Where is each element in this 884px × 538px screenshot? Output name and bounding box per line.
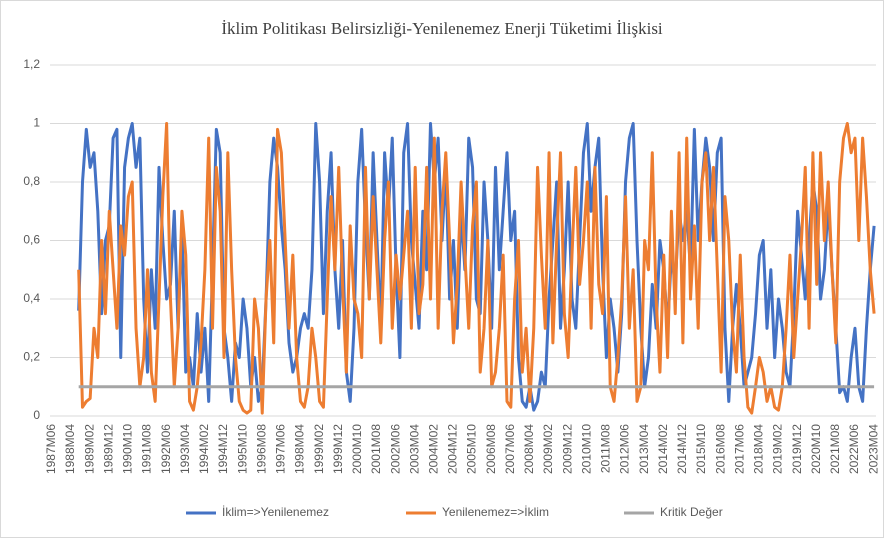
x-tick-label: 1992M06 xyxy=(159,424,173,474)
x-tick-label: 2003M04 xyxy=(407,424,421,474)
x-tick-label: 2008M04 xyxy=(522,424,536,474)
x-tick-label: 1993M04 xyxy=(178,424,192,474)
x-tick-label: 2006M08 xyxy=(484,424,498,474)
chart-title: İklim Politikası Belirsizliği-Yenileneme… xyxy=(221,19,663,38)
x-tick-label: 1989M12 xyxy=(101,424,115,474)
x-tick-label: 1996M08 xyxy=(254,424,268,474)
x-tick-label: 2014M12 xyxy=(675,424,689,474)
x-tick-label: 1997M06 xyxy=(274,424,288,474)
x-tick-label: 2002M06 xyxy=(388,424,402,474)
series-line xyxy=(77,122,876,415)
x-tick-label: 1991M08 xyxy=(140,424,154,474)
x-tick-label: 2017M06 xyxy=(732,424,746,474)
y-tick-label: 0,2 xyxy=(23,350,40,364)
x-tick-label: 1990M10 xyxy=(121,424,135,474)
y-tick-label: 1 xyxy=(33,116,40,130)
x-tick-label: 2019M02 xyxy=(771,424,785,474)
x-tick-label: 2013M04 xyxy=(637,424,651,474)
x-tick-label: 1994M02 xyxy=(197,424,211,474)
legend-label: İklim=>Yenilenemez xyxy=(222,505,329,519)
x-tick-label: 1995M10 xyxy=(235,424,249,474)
x-tick-label: 1999M12 xyxy=(331,424,345,474)
x-tick-label: 2011M08 xyxy=(599,424,613,473)
x-tick-label: 2009M02 xyxy=(541,424,555,474)
y-tick-label: 1,2 xyxy=(23,57,40,71)
x-tick-label: 2020M10 xyxy=(809,424,823,474)
x-tick-label: 1989M02 xyxy=(82,424,96,474)
x-tick-label: 2014M02 xyxy=(656,424,670,474)
legend-label: Kritik Değer xyxy=(660,505,723,519)
x-tick-label: 2019M12 xyxy=(790,424,804,474)
legend-label: Yenilenemez=>İklim xyxy=(442,505,549,519)
x-tick-label: 2023M04 xyxy=(866,424,880,474)
x-tick-label: 2004M12 xyxy=(446,424,460,474)
x-tick-label: 1999M02 xyxy=(312,424,326,474)
x-tick-label: 2005M10 xyxy=(465,424,479,474)
x-tick-label: 1998M04 xyxy=(293,424,307,474)
x-tick-label: 2009M12 xyxy=(560,424,574,474)
x-tick-label: 1987M06 xyxy=(44,424,58,474)
x-tick-label: 2004M02 xyxy=(426,424,440,474)
x-tick-label: 2018M04 xyxy=(752,424,766,474)
x-tick-label: 2012M06 xyxy=(618,424,632,474)
y-tick-label: 0 xyxy=(33,408,40,422)
x-tick-label: 2022M06 xyxy=(847,424,861,474)
x-tick-label: 1988M04 xyxy=(63,424,77,474)
x-tick-label: 1994M12 xyxy=(216,424,230,474)
y-tick-label: 0,6 xyxy=(23,233,40,247)
y-tick-label: 0,8 xyxy=(23,174,40,188)
y-tick-label: 0,4 xyxy=(23,291,40,305)
x-tick-label: 2010M10 xyxy=(579,424,593,474)
x-tick-label: 2016M08 xyxy=(713,424,727,474)
x-tick-label: 2000M10 xyxy=(350,424,364,474)
x-tick-label: 2015M10 xyxy=(694,424,708,474)
x-tick-label: 2021M08 xyxy=(828,424,842,474)
x-tick-label: 2001M08 xyxy=(369,424,383,474)
x-tick-label: 2007M06 xyxy=(503,424,517,474)
